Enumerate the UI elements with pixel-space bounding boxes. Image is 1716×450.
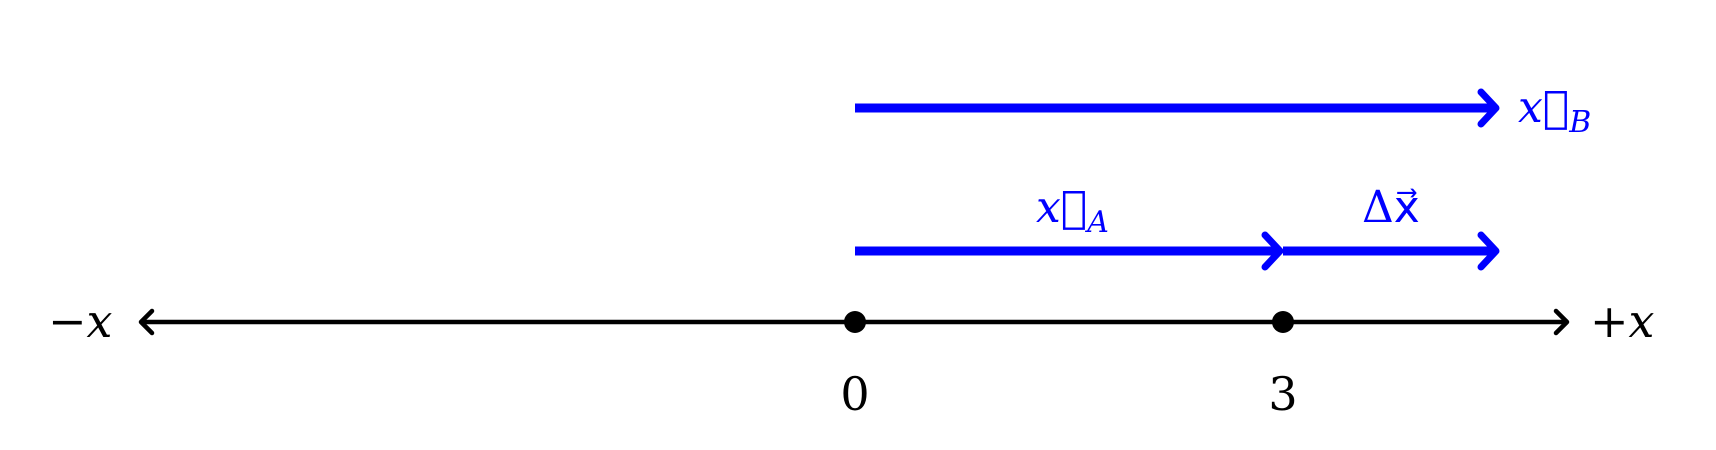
- point-zero-label: 0: [840, 367, 869, 421]
- vector-x-b-label: x⃗B: [1518, 82, 1591, 140]
- vector-x-a-label-sub: A: [1084, 205, 1109, 240]
- vector-x-a-label: x⃗A: [1036, 182, 1109, 240]
- point-three: [1272, 311, 1294, 333]
- vector-delta-x-arrowhead: [1477, 231, 1500, 271]
- point-three-label: 3: [1268, 367, 1297, 421]
- point-zero: [844, 311, 866, 333]
- negative-x-label: −x: [48, 294, 113, 348]
- vector-x-a-label-main: x⃗: [1036, 182, 1087, 233]
- vector-x-b-arrowhead: [1477, 88, 1500, 128]
- vector-x-b-label-sub: B: [1568, 105, 1591, 140]
- vector-x-a: [855, 231, 1284, 271]
- vector-delta-x-label-main: Δx⃗: [1362, 182, 1420, 233]
- axis-left-arrowhead: [138, 308, 155, 336]
- vector-x-b-label-main: x⃗: [1518, 82, 1569, 133]
- vector-x-b: [855, 88, 1500, 128]
- vector-delta-x-label: Δx⃗: [1362, 182, 1420, 233]
- positive-x-label: +x: [1590, 294, 1655, 348]
- vector-x-a-arrowhead: [1261, 231, 1284, 271]
- vector-delta-x: [1283, 231, 1500, 271]
- axis-right-arrowhead: [1553, 308, 1570, 336]
